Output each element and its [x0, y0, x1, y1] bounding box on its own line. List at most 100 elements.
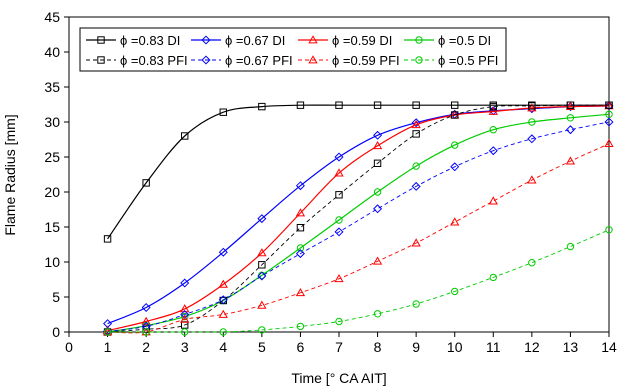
data-point	[488, 146, 498, 156]
data-point	[451, 141, 459, 149]
data-point	[218, 295, 228, 305]
data-point	[411, 181, 421, 191]
data-point	[373, 101, 382, 109]
y-tick-label: 0	[52, 324, 60, 340]
y-tick-label: 10	[44, 254, 60, 270]
data-point	[604, 101, 614, 111]
data-point	[411, 119, 421, 129]
data-point	[372, 140, 383, 150]
data-point	[258, 261, 266, 269]
x-tick-label: 6	[297, 339, 305, 355]
data-point	[102, 325, 113, 334]
legend-marker	[415, 56, 423, 64]
y-tick-label: 5	[52, 289, 60, 305]
legend-label: ϕ =0.5 DI	[438, 33, 491, 48]
data-point	[257, 248, 267, 257]
data-point	[335, 317, 343, 326]
data-point	[296, 244, 305, 252]
data-point	[566, 114, 575, 122]
data-point	[528, 259, 536, 267]
data-point	[180, 278, 190, 288]
x-tick-label: 14	[601, 339, 617, 355]
data-point	[103, 235, 112, 243]
data-point	[450, 217, 460, 226]
data-point	[565, 125, 575, 135]
data-point	[257, 271, 267, 281]
data-point	[295, 249, 305, 259]
series-line	[107, 143, 610, 334]
data-point	[489, 273, 497, 282]
data-point	[180, 304, 190, 313]
x-tick-label: 5	[258, 339, 266, 355]
legend-label: ϕ =0.83 DI	[120, 33, 180, 48]
x-axis-title: Time [° CA AIT]	[291, 370, 386, 386]
data-point	[257, 214, 267, 224]
data-point	[334, 168, 344, 177]
x-tick-label: 7	[335, 339, 343, 355]
y-tick-label: 20	[44, 184, 60, 200]
data-point	[565, 156, 576, 165]
legend-label: ϕ =0.59 DI	[332, 33, 392, 48]
legend-marker	[308, 55, 318, 64]
y-tick-label: 45	[44, 9, 60, 25]
data-point	[296, 101, 305, 109]
data-point	[373, 310, 382, 318]
data-point	[334, 152, 344, 162]
legend-marker	[97, 36, 105, 44]
data-point	[488, 106, 498, 115]
data-point	[335, 216, 343, 224]
data-point	[296, 224, 305, 232]
x-tick-label: 11	[486, 339, 501, 355]
data-point	[604, 138, 614, 148]
legend-marker	[201, 35, 211, 45]
data-point	[528, 118, 536, 126]
data-point	[566, 242, 575, 251]
series-line	[107, 121, 610, 332]
data-point	[489, 102, 497, 111]
data-point	[605, 101, 613, 109]
data-point	[295, 181, 305, 191]
x-tick-label: 12	[524, 339, 540, 355]
data-point	[411, 118, 421, 128]
data-point	[411, 238, 421, 247]
legend-marker	[201, 55, 211, 65]
data-point	[450, 162, 460, 172]
data-point	[335, 101, 343, 109]
data-point	[180, 314, 190, 323]
data-point	[181, 132, 189, 140]
data-point	[412, 300, 420, 308]
data-point	[181, 328, 189, 336]
data-point	[141, 316, 151, 325]
data-point	[373, 130, 383, 140]
data-point	[219, 108, 227, 116]
data-point	[141, 302, 151, 313]
data-point	[219, 328, 227, 336]
data-point	[258, 102, 266, 111]
series-line	[107, 113, 610, 333]
series-diamond-pfi	[103, 117, 614, 336]
legend-marker	[415, 36, 423, 44]
data-point	[527, 103, 537, 112]
x-tick-label: 1	[104, 339, 112, 355]
data-point	[141, 321, 151, 331]
legend-label: ϕ =0.59 PFI	[332, 53, 400, 68]
x-tick-label: 2	[142, 339, 150, 355]
legend-label: ϕ =0.67 PFI	[225, 53, 293, 68]
legend-label: ϕ =0.5 PFI	[438, 53, 498, 68]
data-point	[334, 227, 344, 237]
legend-marker	[97, 56, 105, 64]
data-point	[604, 117, 614, 127]
series-triangle-di	[102, 101, 614, 334]
data-point	[565, 101, 576, 110]
data-point	[257, 300, 267, 309]
series-circle-pfi	[103, 226, 613, 336]
x-axis-ticks: 0 1 2 3 4 5 6 7 8 9 10 11 12 13 14	[65, 332, 617, 355]
data-point	[335, 191, 343, 199]
data-point	[451, 287, 459, 296]
series-layer	[102, 101, 614, 336]
x-tick-label: 9	[412, 339, 420, 355]
data-point	[296, 322, 305, 331]
y-tick-label: 25	[44, 149, 60, 165]
data-point	[295, 208, 306, 217]
